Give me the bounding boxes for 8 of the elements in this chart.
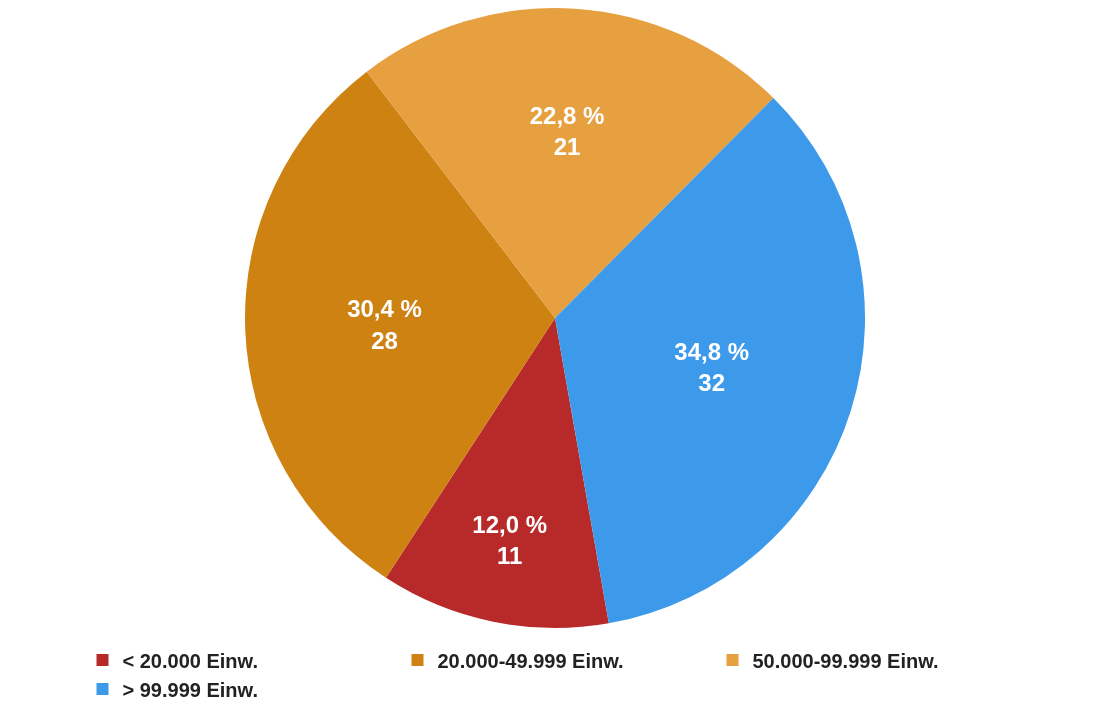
- data-label: 12,0 % 11: [472, 511, 548, 570]
- legend-label: 20.000-49.999 Einw.: [437, 649, 624, 672]
- data-label: 30,4 % 28: [347, 295, 422, 354]
- data-label: 34,8 % 32: [674, 337, 750, 397]
- legend-label: 50.000-99.999 Einw.: [752, 649, 939, 672]
- data-label: 22,8 % 21: [529, 102, 605, 161]
- legend-label: < 20.000 Einw.: [122, 649, 258, 672]
- legend-label: > 99.999 Einw.: [122, 678, 258, 701]
